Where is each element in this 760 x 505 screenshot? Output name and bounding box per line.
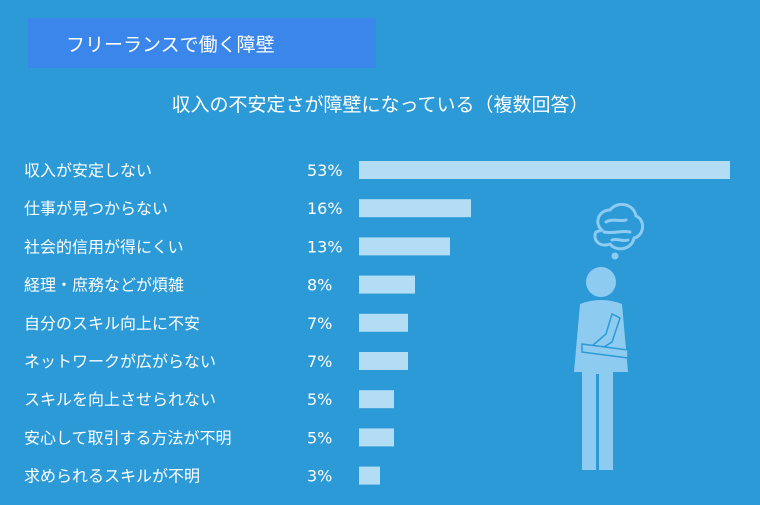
- value-label: 7%: [307, 352, 332, 371]
- category-label: 安心して取引する方法が不明: [24, 428, 232, 447]
- category-label: 求められるスキルが不明: [24, 467, 200, 486]
- category-label: 自分のスキル向上に不安: [24, 314, 200, 333]
- category-label: スキルを向上させられない: [24, 390, 216, 409]
- bar: [359, 275, 415, 294]
- header-banner: [28, 18, 376, 68]
- bar: [359, 237, 450, 256]
- worried-person-icon: [574, 202, 644, 470]
- bar: [359, 352, 408, 370]
- bar: [359, 199, 471, 218]
- value-label: 53%: [307, 161, 343, 180]
- bar: [359, 390, 394, 409]
- value-label: 8%: [307, 276, 332, 295]
- bar: [359, 313, 408, 332]
- header-label: フリーランスで働く障壁: [66, 34, 275, 56]
- value-label: 5%: [307, 390, 332, 409]
- value-label: 3%: [307, 467, 332, 486]
- value-label: 16%: [307, 199, 343, 218]
- value-label: 5%: [307, 428, 332, 447]
- value-label: 13%: [307, 237, 343, 256]
- bar: [359, 466, 380, 485]
- value-label: 7%: [307, 314, 332, 333]
- category-label: 仕事が見つからない: [24, 199, 168, 218]
- category-label: 社会的信用が得にくい: [24, 237, 184, 256]
- chart-title: 収入の不安定さが障壁になっている（複数回答）: [171, 94, 589, 116]
- category-label: ネットワークが広がらない: [24, 352, 216, 371]
- bar: [359, 428, 394, 447]
- category-label: 収入が安定しない: [24, 161, 152, 180]
- category-label: 経理・庶務などが煩雑: [24, 276, 184, 295]
- bar: [359, 161, 730, 179]
